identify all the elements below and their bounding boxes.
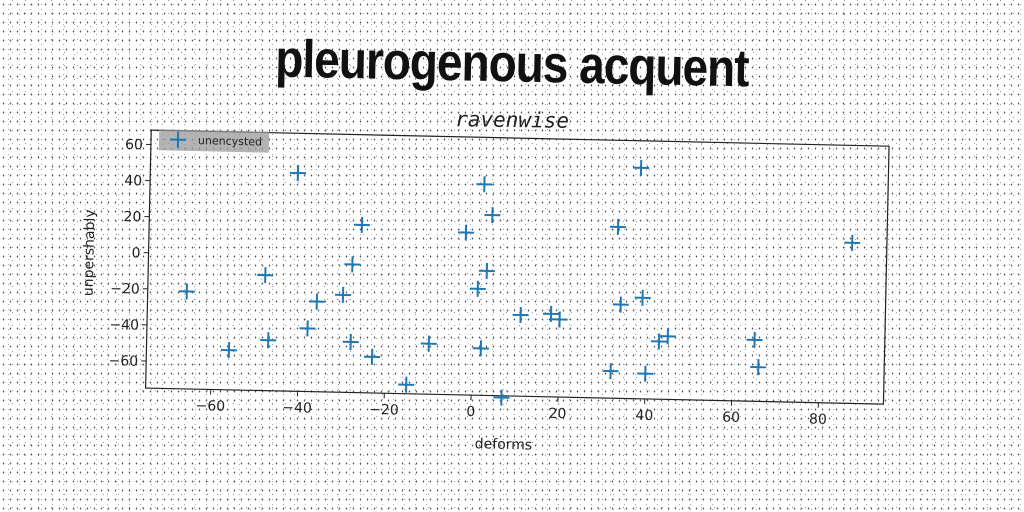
data-point	[659, 328, 676, 345]
data-point	[476, 176, 493, 193]
data-point	[650, 333, 668, 350]
data-point	[551, 311, 568, 328]
chart-subtitle: ravenwise	[455, 107, 569, 133]
data-point	[478, 262, 495, 279]
y-tick-label: −40	[109, 317, 139, 334]
x-tick-label: 60	[722, 410, 740, 426]
data-point	[512, 306, 529, 324]
legend-box	[158, 129, 270, 153]
data-point	[472, 340, 489, 357]
y-tick-label: 40	[124, 173, 142, 189]
data-point	[178, 283, 195, 300]
data-point	[633, 159, 650, 176]
data-point	[484, 207, 501, 224]
x-tick-label: −40	[282, 400, 312, 417]
y-tick-label: 60	[125, 137, 143, 153]
data-point	[420, 335, 437, 352]
y-tick-label: 0	[131, 245, 140, 261]
data-point	[257, 267, 274, 284]
data-point	[746, 331, 763, 348]
data-point	[457, 224, 474, 241]
y-axis-label: unpershably	[81, 209, 99, 296]
data-point	[634, 289, 651, 306]
legend-label: unencysted	[198, 134, 262, 148]
y-tick-label: 20	[123, 209, 141, 225]
plot-area: −60 −40 −20 0 20 40 60 80 −60 −40 −20 0 20 40 60 unenc…	[81, 129, 890, 453]
x-tick-label: 0	[466, 404, 475, 420]
data-point	[364, 348, 381, 365]
data-point	[637, 365, 654, 382]
data-point	[493, 389, 510, 406]
plot-frame	[144, 129, 890, 405]
data-point	[308, 293, 325, 310]
data-point	[750, 359, 767, 376]
data-point	[289, 164, 306, 182]
data-point	[543, 305, 560, 322]
y-tick-label: −60	[108, 353, 138, 370]
x-axis-label: deforms	[475, 436, 533, 453]
x-tick-label: 80	[809, 412, 827, 428]
data-point	[612, 296, 629, 313]
data-point	[342, 333, 359, 350]
data-point	[344, 256, 361, 273]
data-point	[469, 280, 486, 297]
data-point	[398, 376, 415, 393]
data-point	[610, 218, 627, 235]
x-tick-label: 20	[548, 406, 566, 422]
data-point	[335, 286, 352, 303]
data-point	[220, 342, 237, 359]
x-tick-label: 40	[635, 408, 653, 424]
data-point	[260, 332, 277, 349]
y-tick-label: −20	[110, 281, 140, 298]
legend-marker	[170, 131, 187, 148]
x-tick-label: −20	[369, 402, 399, 419]
data-point	[844, 234, 861, 251]
legend: unencysted	[158, 129, 270, 153]
data-point	[299, 320, 316, 337]
data-point	[602, 363, 619, 380]
data-point	[353, 216, 370, 233]
x-tick-label: −60	[195, 398, 225, 415]
